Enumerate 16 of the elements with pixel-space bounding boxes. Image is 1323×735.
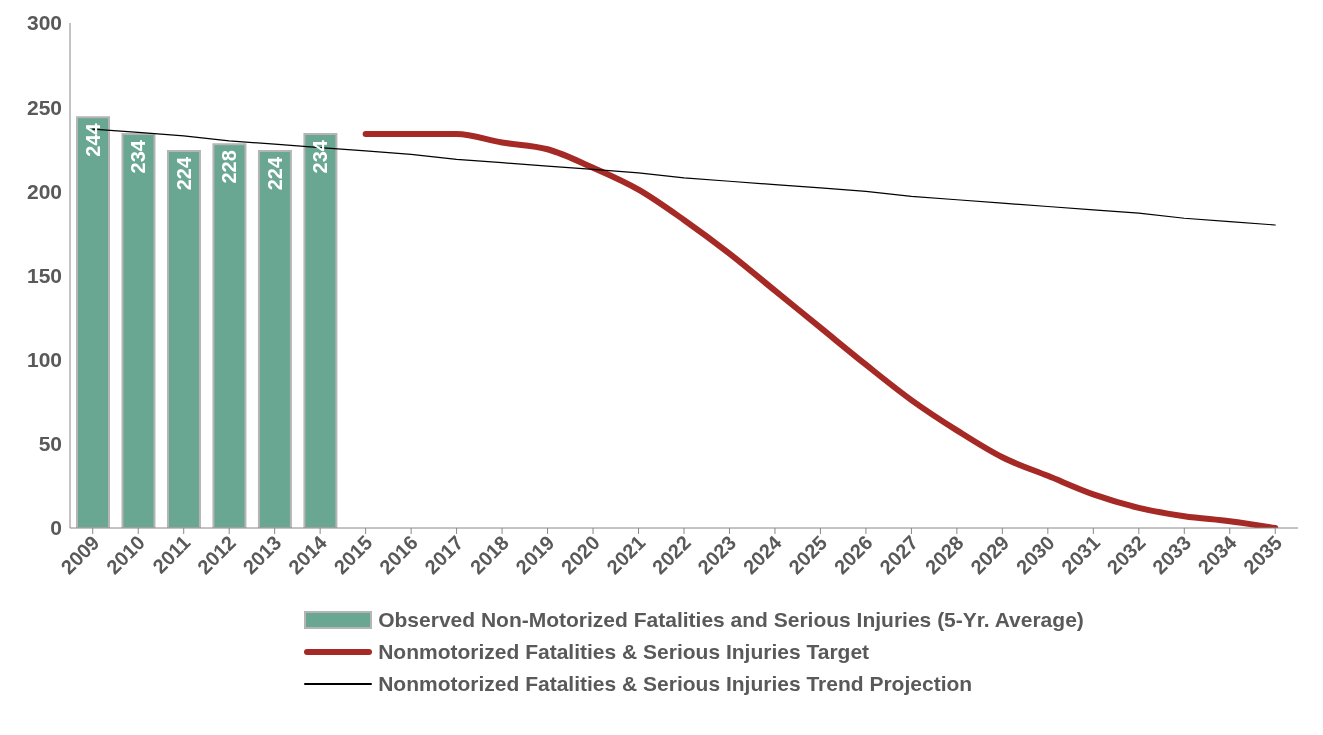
y-tick-label: 300 — [26, 11, 62, 35]
data-label: 234 — [309, 139, 332, 174]
y-tick-label: 200 — [26, 179, 62, 203]
data-label: 244 — [82, 122, 104, 157]
legend-label: Nonmotorized Fatalities & Serious Injuries Trend Projection — [378, 672, 973, 696]
y-tick-label: 250 — [26, 95, 62, 119]
y-tick-label: 50 — [38, 432, 62, 456]
data-label: 234 — [127, 139, 150, 174]
legend-label: Nonmotorized Fatalities & Serious Injuries Target — [378, 640, 870, 664]
y-tick-label: 150 — [26, 263, 62, 287]
legend-label: Observed Non-Motorized Fatalities and Serious Injuries (5-Yr. Average) — [378, 608, 1084, 632]
data-label: 228 — [218, 150, 241, 184]
data-label: 224 — [263, 156, 286, 191]
y-tick-label: 0 — [50, 516, 62, 540]
y-tick-label: 100 — [26, 348, 62, 372]
data-label: 224 — [172, 156, 195, 191]
